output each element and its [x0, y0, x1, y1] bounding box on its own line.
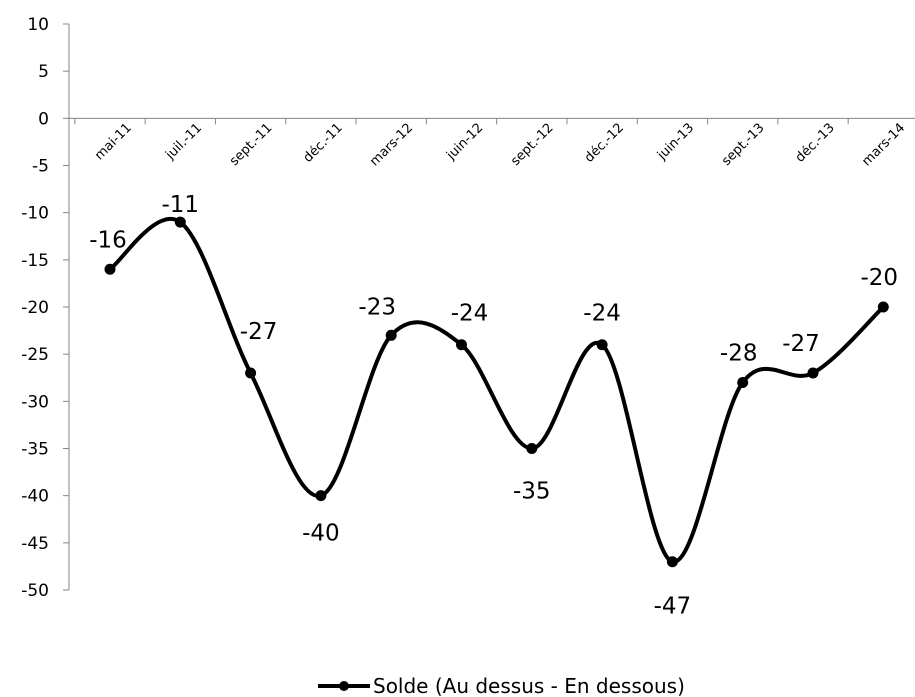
data-label: -40 [302, 521, 340, 547]
y-tick-label: 10 [27, 15, 49, 35]
y-tick-label: -50 [21, 581, 49, 601]
x-tick-label: déc.-12 [582, 121, 627, 166]
x-tick-label: déc.-11 [301, 121, 346, 166]
x-tick-label: juil.-11 [162, 121, 205, 164]
data-label: -16 [89, 227, 127, 253]
x-tick-label: mars-12 [367, 121, 416, 170]
y-tick-label: 5 [38, 62, 49, 82]
x-tick-label: mai-11 [92, 121, 135, 164]
y-tick-label: -25 [21, 345, 49, 365]
data-point [596, 339, 608, 351]
x-tick-label: juin-13 [654, 121, 697, 164]
data-point [666, 556, 678, 568]
y-tick-label: -35 [21, 440, 49, 460]
legend-marker-swatch [339, 681, 349, 691]
data-point [245, 367, 257, 379]
y-axis: 10 5 0 -5 -10 -15 -20 -25 -30 -35 -40 -45 -50 [21, 15, 70, 601]
legend: Solde (Au dessus - En dessous) [318, 674, 685, 697]
y-tick-label: -15 [21, 251, 49, 271]
y-tick-label: -5 [32, 157, 49, 177]
x-tick-label: sept.-11 [227, 121, 275, 169]
y-tick-label: 0 [38, 109, 49, 129]
y-tick-label: -10 [21, 204, 49, 224]
data-point [807, 367, 819, 379]
data-label: -11 [162, 192, 200, 218]
x-tick-label: sept.-13 [719, 121, 767, 169]
data-point [526, 443, 538, 454]
data-label: -24 [451, 301, 489, 327]
data-point [737, 376, 749, 388]
data-label: -20 [861, 265, 899, 291]
data-label: -28 [720, 340, 758, 366]
x-tick-label: juin-12 [443, 121, 486, 164]
y-tick-label: -45 [21, 534, 49, 554]
series-line [108, 217, 886, 564]
y-tick-label: -30 [21, 392, 49, 412]
x-tick-label: déc.-13 [793, 121, 838, 166]
data-label: -27 [782, 331, 820, 357]
x-tick-label: sept.-12 [508, 121, 556, 169]
data-label: -35 [513, 479, 551, 505]
legend-label: Solde (Au dessus - En dessous) [373, 674, 685, 697]
x-axis: mai-11 juil.-11 sept.-11 déc.-11 mars-12 juin… [69, 117, 915, 170]
data-point [456, 339, 467, 351]
data-point [174, 216, 186, 228]
data-label: -24 [583, 301, 621, 327]
data-point [877, 301, 889, 313]
data-label: -27 [240, 319, 278, 345]
y-tick-label: -40 [21, 487, 49, 507]
data-label: -23 [358, 294, 396, 320]
data-point [315, 490, 327, 502]
data-label: -47 [654, 594, 692, 620]
x-tick-label: mars-14 [859, 121, 908, 170]
data-point [104, 263, 116, 275]
series-group: -16 -11 -27 -40 -23 -24 -35 -24 -47 -28 -27 -20 [89, 192, 898, 620]
y-tick-label: -20 [21, 298, 49, 318]
data-point [385, 329, 397, 341]
